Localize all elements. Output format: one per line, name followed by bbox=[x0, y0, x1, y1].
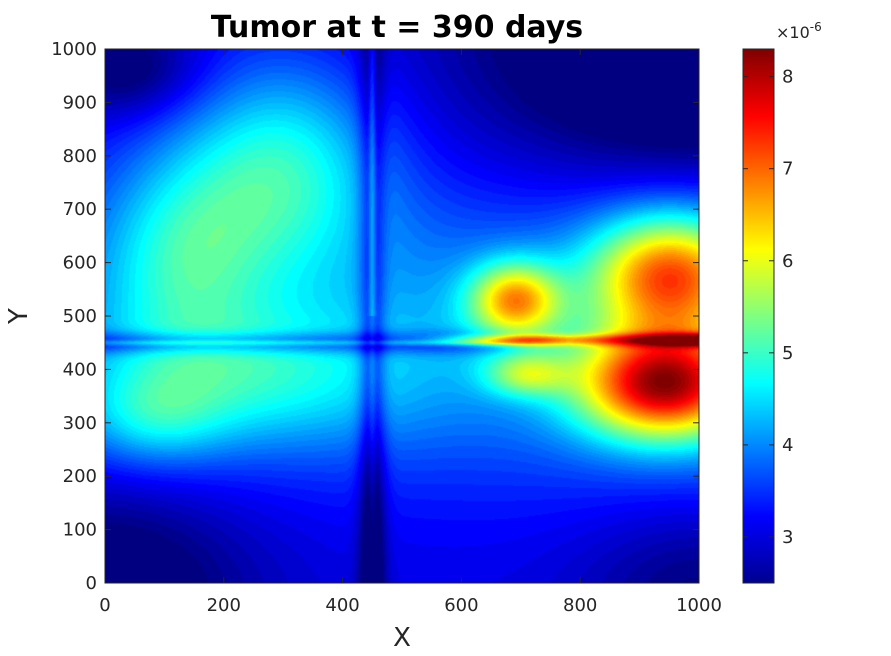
y-tick-label: 900 bbox=[63, 92, 97, 113]
x-axis: 0 200 400 600 800 1000 bbox=[99, 49, 722, 616]
colorbar-tick-label: 6 bbox=[782, 251, 793, 272]
colorbar-tick-label: 5 bbox=[782, 343, 793, 364]
y-tick-label: 300 bbox=[63, 413, 97, 434]
x-axis-label: X bbox=[393, 623, 411, 653]
x-tick-label: 400 bbox=[325, 595, 359, 616]
y-tick-label: 200 bbox=[63, 466, 97, 487]
y-tick-label: 1000 bbox=[51, 39, 97, 60]
y-tick-label: 0 bbox=[86, 573, 97, 594]
y-axis-label: Y bbox=[4, 308, 34, 325]
y-tick-label: 500 bbox=[63, 306, 97, 327]
colorbar-tick-label: 3 bbox=[782, 527, 793, 548]
x-tick-label: 0 bbox=[99, 595, 110, 616]
y-tick-label: 800 bbox=[63, 146, 97, 167]
heatmap-area bbox=[105, 49, 699, 583]
x-tick-label: 600 bbox=[444, 595, 478, 616]
colorbar-tick-label: 7 bbox=[782, 159, 793, 180]
x-tick-label: 800 bbox=[563, 595, 597, 616]
colorbar-exponent: ×10-6 bbox=[776, 20, 822, 42]
y-axis: 0 100 200 300 400 500 600 700 800 900 1000 bbox=[51, 39, 699, 594]
colorbar-axis: 3 4 5 6 7 8 bbox=[743, 67, 793, 548]
y-tick-label: 100 bbox=[63, 520, 97, 541]
colorbar-tick-label: 4 bbox=[782, 435, 793, 456]
x-tick-label: 200 bbox=[207, 595, 241, 616]
colorbar-tick-label: 8 bbox=[782, 67, 793, 88]
x-tick-label: 1000 bbox=[676, 595, 722, 616]
y-tick-label: 400 bbox=[63, 359, 97, 380]
chart-title: Tumor at t = 390 days bbox=[211, 10, 583, 45]
y-tick-label: 600 bbox=[63, 253, 97, 274]
y-tick-label: 700 bbox=[63, 199, 97, 220]
colorbar bbox=[742, 48, 775, 584]
